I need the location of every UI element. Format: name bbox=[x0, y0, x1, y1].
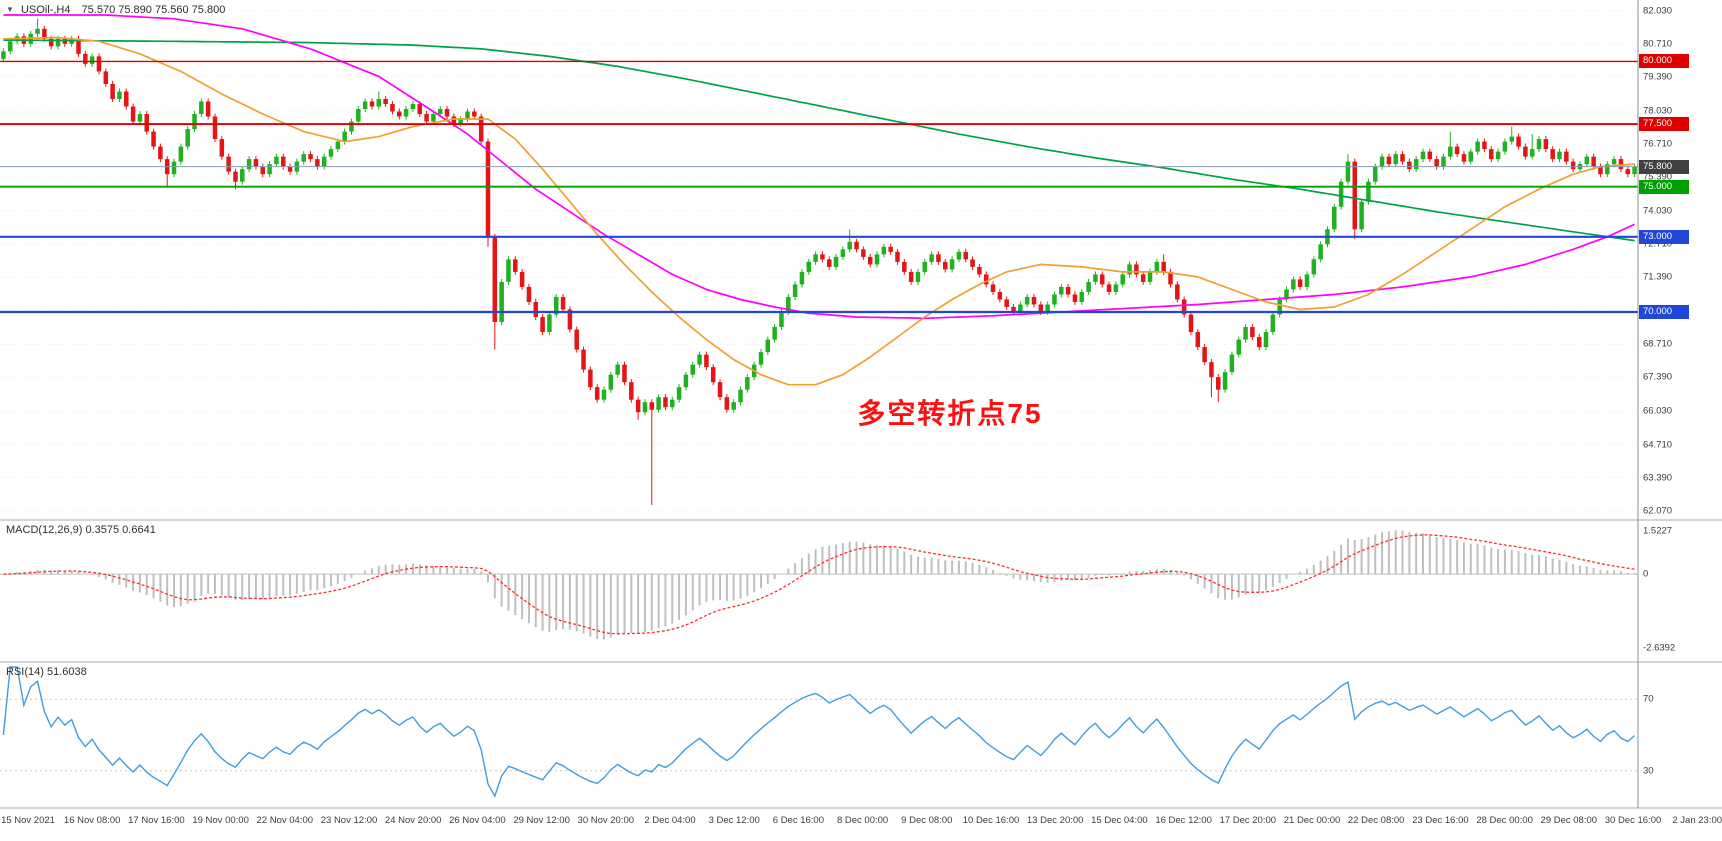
time-axis-label: 19 Nov 00:00 bbox=[192, 815, 249, 826]
price-axis-label: 72.710 bbox=[1643, 238, 1673, 250]
price-badge-70.000: 70.000 bbox=[1639, 305, 1689, 319]
price-axis-label: 68.710 bbox=[1643, 338, 1673, 350]
symbol-period-text: USOil-,H4 bbox=[20, 4, 71, 16]
time-axis-label: 23 Nov 12:00 bbox=[320, 815, 378, 826]
rsi-panel-layer bbox=[0, 666, 1638, 798]
price-badge-77.500: 77.500 bbox=[1639, 117, 1689, 132]
macd-axis-label: -2.6392 bbox=[1643, 642, 1676, 654]
macd-axis-label: 0 bbox=[1643, 568, 1649, 580]
time-axis-label: 17 Dec 20:00 bbox=[1219, 815, 1277, 826]
symbol-ohlc-label: ▼ USOil-,H4 75.570 75.890 75.560 75.800 bbox=[6, 4, 225, 16]
price-axis-label: 82.030 bbox=[1643, 5, 1673, 17]
time-axis-label: 8 Dec 00:00 bbox=[836, 815, 889, 826]
price-axis-label: 78.030 bbox=[1643, 105, 1673, 117]
panel-separators bbox=[0, 0, 1722, 809]
macd-axis-label: 1.5227 bbox=[1643, 525, 1673, 537]
ma-mid-magenta bbox=[3, 14, 1635, 320]
time-axis-label: 22 Nov 04:00 bbox=[256, 815, 314, 826]
price-badge-75.800: 75.800 bbox=[1639, 159, 1689, 174]
price-axis-label: 76.710 bbox=[1643, 138, 1673, 150]
ohlc-values-text: 75.570 75.890 75.560 75.800 bbox=[81, 4, 226, 16]
time-axis-label: 16 Dec 12:00 bbox=[1155, 815, 1212, 826]
time-axis-label: 15 Dec 04:00 bbox=[1091, 815, 1148, 826]
time-axis-label: 28 Dec 00:00 bbox=[1476, 815, 1533, 826]
time-axis-label: 29 Nov 12:00 bbox=[513, 815, 570, 826]
time-axis-label: 10 Dec 16:00 bbox=[962, 815, 1020, 826]
time-axis-label: 24 Nov 20:00 bbox=[384, 815, 442, 826]
price-axis-label: 80.710 bbox=[1643, 38, 1673, 50]
price-axis-label: 63.390 bbox=[1643, 472, 1673, 484]
time-axis-label: 21 Dec 00:00 bbox=[1283, 815, 1341, 826]
time-axis-label: 29 Dec 08:00 bbox=[1540, 815, 1598, 826]
grid-lines bbox=[0, 10, 1638, 512]
ma-fast-orange bbox=[3, 36, 1635, 386]
price-axis-label: 79.390 bbox=[1643, 71, 1673, 83]
time-axis-label: 26 Nov 04:00 bbox=[449, 815, 506, 826]
macd-panel-layer bbox=[0, 530, 1638, 640]
macd-indicator-label: MACD(12,26,9) 0.3575 0.6641 bbox=[6, 524, 156, 536]
price-axis-label: 71.390 bbox=[1643, 271, 1673, 283]
price-badge-75.000: 75.000 bbox=[1639, 179, 1689, 194]
time-axis-label: 30 Dec 16:00 bbox=[1604, 815, 1662, 826]
price-axis-label: 67.390 bbox=[1643, 371, 1673, 383]
price-axis-label: 64.710 bbox=[1643, 439, 1673, 451]
chart-annotation-text[interactable]: 多空转折点75 bbox=[857, 398, 1043, 430]
price-badge-73.000: 73.000 bbox=[1639, 229, 1689, 244]
rsi-indicator-label: RSI(14) 51.6038 bbox=[6, 666, 87, 678]
price-axis-label: 66.030 bbox=[1643, 405, 1673, 417]
ma-slow-green bbox=[3, 39, 1635, 242]
time-axis-label: 16 Nov 08:00 bbox=[63, 815, 121, 826]
price-badge-80.000: 80.000 bbox=[1639, 54, 1689, 69]
time-axis-label: 23 Dec 16:00 bbox=[1412, 815, 1469, 826]
price-axis-label: 75.390 bbox=[1643, 171, 1673, 183]
time-axis-label: 9 Dec 08:00 bbox=[901, 815, 953, 826]
time-axis-label: 2 Jan 23:00 bbox=[1672, 815, 1722, 826]
time-axis-label: 17 Nov 16:00 bbox=[128, 815, 185, 826]
time-axis-label: 15 Nov 2021 bbox=[1, 815, 55, 826]
price-axis-label: 74.030 bbox=[1643, 205, 1673, 217]
collapse-triangle-icon[interactable]: ▼ bbox=[6, 5, 14, 14]
time-axis-label: 13 Dec 20:00 bbox=[1026, 815, 1084, 826]
time-axis-label: 3 Dec 12:00 bbox=[708, 815, 760, 826]
time-axis-label: 2 Dec 04:00 bbox=[644, 815, 696, 826]
price-axis-label: 62.070 bbox=[1643, 505, 1673, 517]
candles-layer bbox=[1, 18, 1637, 505]
time-axis-label: 30 Nov 20:00 bbox=[577, 815, 635, 826]
rsi-axis-label: 30 bbox=[1643, 765, 1654, 777]
time-axis-label: 22 Dec 08:00 bbox=[1347, 815, 1405, 826]
rsi-axis-label: 70 bbox=[1643, 693, 1654, 705]
time-axis-label: 6 Dec 16:00 bbox=[772, 815, 825, 826]
